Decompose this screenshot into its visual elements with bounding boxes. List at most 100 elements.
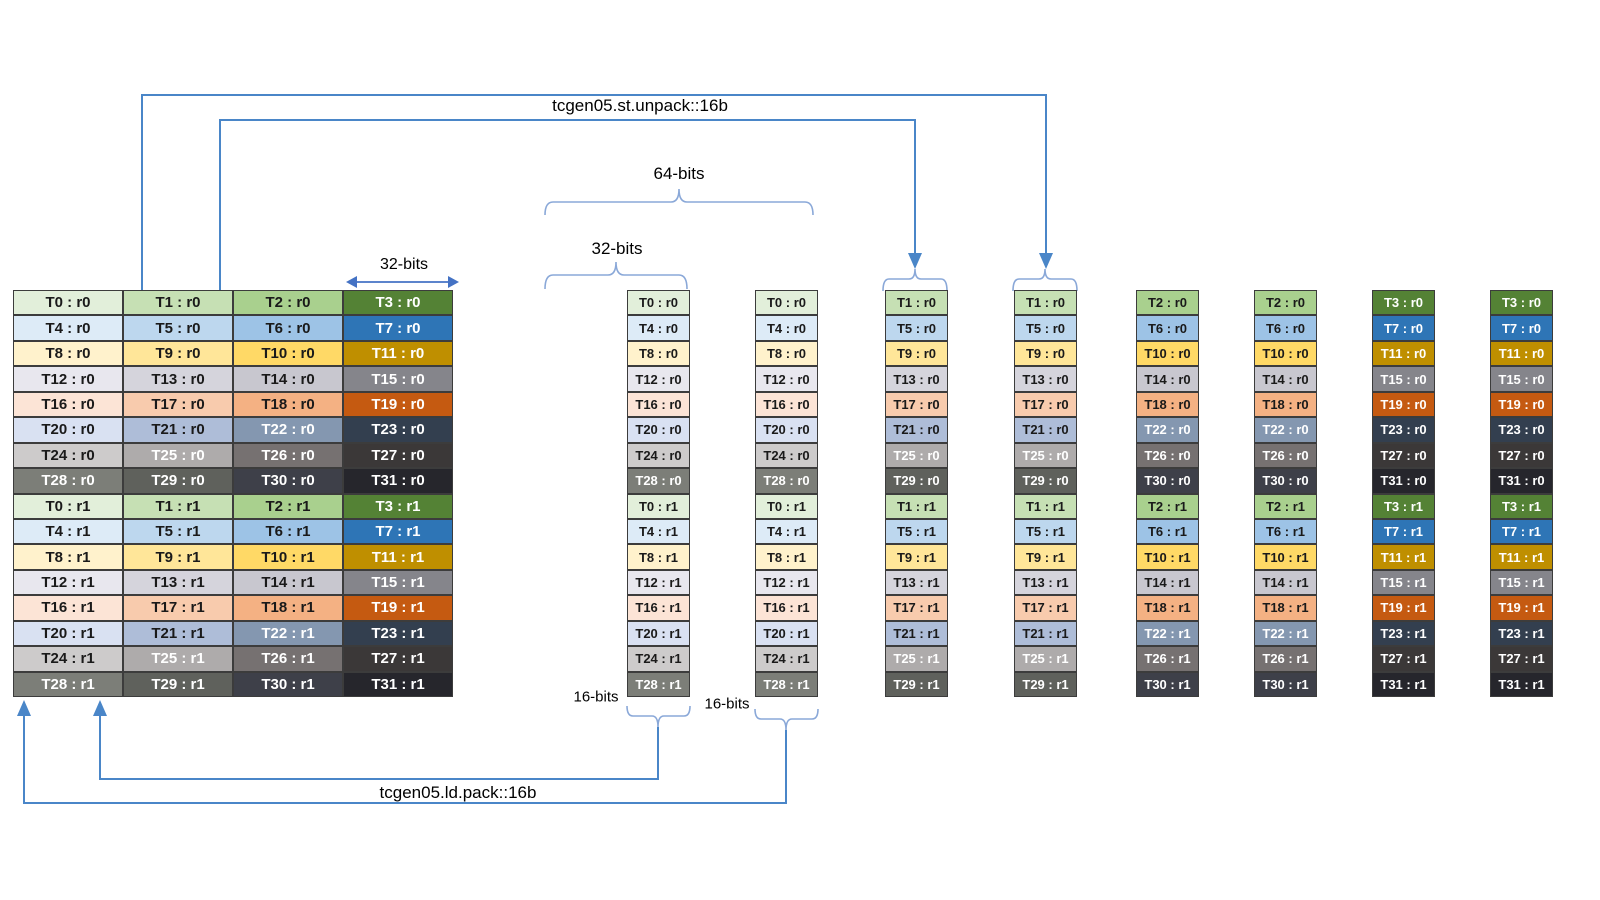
- matrix-cell: T10 : r1: [233, 544, 343, 570]
- matrix-cell: T16 : r0: [13, 391, 123, 418]
- register-column-cell: T14 : r0: [1254, 366, 1317, 392]
- matrix-cell: T12 : r0: [13, 366, 123, 392]
- register-column-cell: T7 : r0: [1490, 315, 1553, 341]
- register-column-cell: T12 : r0: [627, 366, 690, 392]
- matrix-cell: T2 : r0: [233, 290, 343, 316]
- matrix-cell: T19 : r0: [343, 391, 453, 418]
- register-column-cell: T20 : r0: [627, 417, 690, 443]
- matrix-cell: T23 : r1: [343, 620, 453, 647]
- register-column-4: T2 : r0 T6 : r0 T10 : r0 T14 : r0 T18 : r0 T2…: [1136, 290, 1199, 697]
- bits-32-width-label: 32-bits: [379, 256, 429, 273]
- matrix-cell: T1 : r0: [123, 290, 233, 316]
- register-column-cell: T11 : r0: [1490, 340, 1553, 367]
- register-column-cell: T31 : r1: [1490, 671, 1553, 697]
- register-column-cell: T6 : r1: [1254, 518, 1317, 545]
- matrix-cell: T7 : r1: [343, 518, 453, 545]
- matrix-cell: T14 : r0: [233, 366, 343, 392]
- matrix-cell: T8 : r0: [13, 340, 123, 367]
- matrix-cell: T4 : r1: [13, 518, 123, 545]
- register-column-cell: T25 : r0: [885, 442, 948, 469]
- register-column-cell: T26 : r1: [1136, 646, 1199, 672]
- matrix-cell: T28 : r0: [13, 468, 123, 494]
- register-column-cell: T18 : r0: [1136, 391, 1199, 418]
- register-column-cell: T19 : r0: [1490, 391, 1553, 418]
- register-column-1: T0 : r0 T4 : r0 T8 : r0 T12 : r0 T16 : r0 T20…: [755, 290, 818, 697]
- register-column-cell: T4 : r0: [755, 315, 818, 341]
- register-column-cell: T31 : r1: [1372, 671, 1435, 697]
- register-column-cell: T12 : r0: [755, 366, 818, 392]
- bits-16-label-a: 16-bits: [573, 688, 619, 706]
- matrix-cell: T9 : r0: [123, 340, 233, 367]
- matrix-cell: T21 : r0: [123, 417, 233, 443]
- thread-register-matrix: T0 : r0 T1 : r0 T2 : r0 T3 : r0 T4 : r0 T5 : …: [13, 290, 453, 697]
- matrix-cell: T11 : r1: [343, 544, 453, 570]
- matrix-cell: T3 : r0: [343, 290, 453, 316]
- register-column-7: T3 : r0 T7 : r0 T11 : r0 T15 : r0 T19 : r0 T2…: [1490, 290, 1553, 697]
- register-column-cell: T28 : r1: [627, 671, 690, 697]
- register-column-cell: T14 : r1: [1136, 569, 1199, 596]
- register-column-cell: T14 : r0: [1136, 366, 1199, 392]
- ld-pack-label: tcgen05.ld.pack::16b: [379, 783, 537, 802]
- register-column-cell: T23 : r0: [1372, 417, 1435, 443]
- matrix-cell: T13 : r1: [123, 569, 233, 596]
- register-column-cell: T0 : r1: [755, 493, 818, 519]
- register-column-cell: T13 : r1: [885, 569, 948, 596]
- bits-32-brace: [544, 261, 688, 290]
- register-column-5: T2 : r0 T6 : r0 T10 : r0 T14 : r0 T18 : r0 T2…: [1254, 290, 1317, 697]
- register-column-cell: T2 : r0: [1136, 290, 1199, 316]
- column-d-brace: [1012, 268, 1078, 292]
- matrix-cell: T0 : r1: [13, 493, 123, 519]
- register-column-cell: T15 : r1: [1490, 569, 1553, 596]
- register-column-cell: T4 : r1: [627, 518, 690, 545]
- matrix-cell: T24 : r0: [13, 442, 123, 469]
- register-column-cell: T7 : r1: [1372, 518, 1435, 545]
- register-column-cell: T3 : r0: [1372, 290, 1435, 316]
- register-column-cell: T17 : r1: [885, 595, 948, 621]
- matrix-cell: T30 : r1: [233, 671, 343, 697]
- register-column-cell: T17 : r0: [1014, 391, 1077, 418]
- register-column-cell: T16 : r1: [755, 595, 818, 621]
- register-column-cell: T11 : r0: [1372, 340, 1435, 367]
- register-column-cell: T9 : r1: [885, 544, 948, 570]
- register-column-cell: T6 : r0: [1136, 315, 1199, 341]
- register-column-cell: T27 : r1: [1372, 646, 1435, 672]
- register-column-cell: T1 : r1: [885, 493, 948, 519]
- register-column-cell: T29 : r1: [885, 671, 948, 697]
- matrix-cell: T27 : r1: [343, 646, 453, 672]
- register-column-cell: T8 : r1: [627, 544, 690, 570]
- st-unpack-inner-arrowhead: [908, 253, 922, 269]
- matrix-cell: T17 : r0: [123, 391, 233, 418]
- matrix-cell: T16 : r1: [13, 595, 123, 621]
- register-column-cell: T23 : r1: [1490, 620, 1553, 647]
- matrix-cell: T6 : r1: [233, 518, 343, 545]
- register-column-cell: T13 : r0: [885, 366, 948, 392]
- register-column-cell: T18 : r1: [1136, 595, 1199, 621]
- register-column-cell: T25 : r1: [885, 646, 948, 672]
- register-column-cell: T20 : r1: [755, 620, 818, 647]
- column-c-brace: [882, 268, 948, 292]
- register-column-cell: T8 : r0: [627, 340, 690, 367]
- register-column-cell: T12 : r1: [755, 569, 818, 596]
- bits-16-brace-a: [626, 705, 691, 728]
- matrix-cell: T26 : r1: [233, 646, 343, 672]
- register-column-cell: T24 : r1: [627, 646, 690, 672]
- bits-64-brace: [544, 188, 814, 216]
- register-column-cell: T22 : r1: [1136, 620, 1199, 647]
- register-column-cell: T30 : r0: [1136, 468, 1199, 494]
- register-column-cell: T0 : r0: [755, 290, 818, 316]
- register-column-cell: T23 : r1: [1372, 620, 1435, 647]
- matrix-cell: T7 : r0: [343, 315, 453, 341]
- register-column-cell: T24 : r1: [755, 646, 818, 672]
- register-column-cell: T20 : r0: [755, 417, 818, 443]
- matrix-cell: T25 : r1: [123, 646, 233, 672]
- ld-pack-inner-arrowhead: [93, 700, 107, 716]
- register-column-cell: T9 : r1: [1014, 544, 1077, 570]
- register-column-cell: T19 : r1: [1490, 595, 1553, 621]
- matrix-cell: T22 : r1: [233, 620, 343, 647]
- register-column-cell: T30 : r0: [1254, 468, 1317, 494]
- matrix-cell: T13 : r0: [123, 366, 233, 392]
- register-column-cell: T18 : r1: [1254, 595, 1317, 621]
- register-column-cell: T28 : r0: [627, 468, 690, 494]
- matrix-cell: T23 : r0: [343, 417, 453, 443]
- matrix-cell: T25 : r0: [123, 442, 233, 469]
